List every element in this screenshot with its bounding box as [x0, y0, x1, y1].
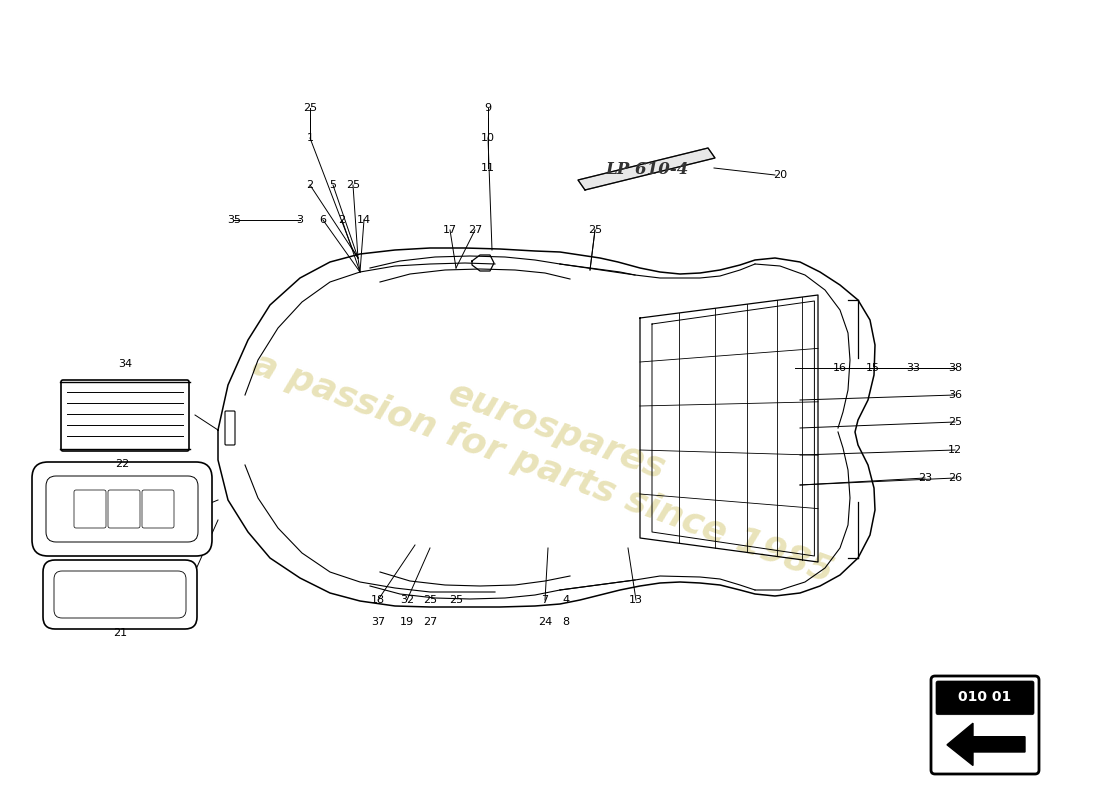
Text: 16: 16	[833, 363, 847, 373]
Text: 33: 33	[906, 363, 920, 373]
Text: 27: 27	[468, 225, 482, 235]
Text: 23: 23	[917, 473, 932, 483]
Polygon shape	[947, 723, 1025, 766]
Text: 35: 35	[227, 215, 241, 225]
Text: 15: 15	[866, 363, 880, 373]
Polygon shape	[578, 148, 715, 190]
Text: 36: 36	[948, 390, 962, 400]
Text: 4: 4	[562, 595, 570, 605]
Text: 19: 19	[400, 617, 414, 627]
FancyBboxPatch shape	[32, 462, 212, 556]
Text: 25: 25	[422, 595, 437, 605]
Text: 3: 3	[297, 215, 304, 225]
Text: 25: 25	[302, 103, 317, 113]
Text: 34: 34	[118, 359, 132, 369]
Text: 32: 32	[400, 595, 414, 605]
Text: 13: 13	[629, 595, 644, 605]
Text: 25: 25	[948, 417, 962, 427]
FancyBboxPatch shape	[226, 411, 235, 445]
Text: 6: 6	[319, 215, 327, 225]
Text: 010 01: 010 01	[958, 690, 1012, 704]
FancyBboxPatch shape	[60, 380, 189, 451]
Text: 2: 2	[307, 180, 314, 190]
FancyBboxPatch shape	[931, 676, 1040, 774]
Text: 2: 2	[339, 215, 345, 225]
Text: eurospares
a passion for parts since 1985: eurospares a passion for parts since 198…	[249, 310, 851, 590]
Text: 27: 27	[422, 617, 437, 627]
Text: 24: 24	[538, 617, 552, 627]
Text: 18: 18	[371, 595, 385, 605]
Text: 14: 14	[356, 215, 371, 225]
Text: 9: 9	[484, 103, 492, 113]
FancyBboxPatch shape	[43, 560, 197, 629]
Text: 10: 10	[481, 133, 495, 143]
Text: 11: 11	[481, 163, 495, 173]
FancyBboxPatch shape	[936, 681, 1034, 714]
Text: LP 610-4: LP 610-4	[605, 162, 689, 178]
Text: 12: 12	[948, 445, 962, 455]
Text: 25: 25	[449, 595, 463, 605]
Text: 25: 25	[345, 180, 360, 190]
Text: 1: 1	[307, 133, 314, 143]
Text: 22: 22	[114, 459, 129, 469]
Text: 8: 8	[562, 617, 570, 627]
Text: 5: 5	[330, 180, 337, 190]
Text: 38: 38	[948, 363, 962, 373]
Text: 7: 7	[541, 595, 549, 605]
Text: 37: 37	[371, 617, 385, 627]
Text: 25: 25	[587, 225, 602, 235]
Text: 21: 21	[113, 628, 128, 638]
Text: 20: 20	[773, 170, 788, 180]
Text: 17: 17	[443, 225, 458, 235]
Text: 26: 26	[948, 473, 962, 483]
